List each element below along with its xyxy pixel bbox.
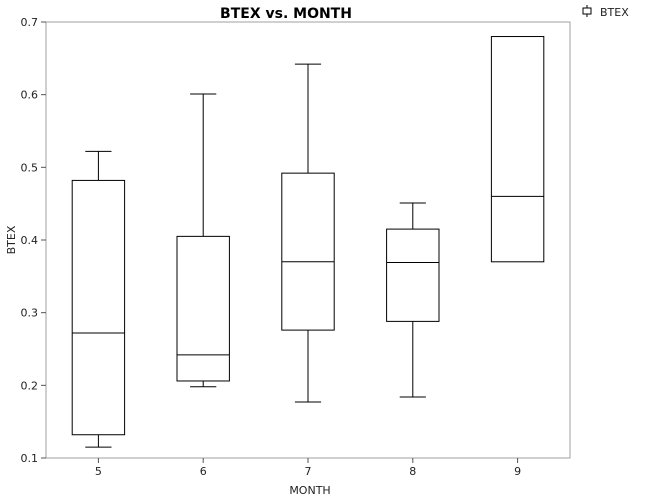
y-tick-label: 0.3 bbox=[21, 307, 39, 320]
iqr-box bbox=[490, 36, 545, 263]
box-month-6 bbox=[176, 93, 230, 388]
y-tick-label: 0.6 bbox=[21, 89, 39, 102]
x-axis: 5 6 7 8 9 bbox=[95, 458, 521, 478]
x-tick-label: 5 bbox=[95, 465, 102, 478]
x-tick-label: 7 bbox=[305, 465, 312, 478]
legend-box-icon bbox=[582, 5, 592, 17]
box-month-5 bbox=[71, 150, 126, 448]
boxes-layer bbox=[71, 36, 545, 448]
iqr-box bbox=[71, 179, 126, 436]
x-tick-label: 6 bbox=[200, 465, 207, 478]
iqr-box bbox=[386, 228, 440, 322]
x-tick-label: 8 bbox=[409, 465, 416, 478]
x-axis-label: MONTH bbox=[289, 484, 330, 497]
iqr-box bbox=[176, 235, 230, 382]
box-month-8 bbox=[386, 202, 440, 398]
y-tick-label: 0.5 bbox=[21, 161, 39, 174]
iqr-box bbox=[281, 172, 335, 331]
y-tick-label: 0.4 bbox=[21, 234, 39, 247]
y-tick-label: 0.1 bbox=[21, 452, 39, 465]
x-tick-label: 9 bbox=[514, 465, 521, 478]
y-axis: 0.1 0.2 0.3 0.4 0.5 0.6 0.7 bbox=[21, 16, 46, 465]
legend-label: BTEX bbox=[600, 6, 629, 19]
y-axis-label: BTEX bbox=[5, 225, 18, 254]
y-tick-label: 0.2 bbox=[21, 379, 39, 392]
y-tick-label: 0.7 bbox=[21, 16, 39, 29]
legend: BTEX bbox=[582, 5, 629, 19]
box-month-9 bbox=[490, 36, 545, 263]
chart-title: BTEX vs. MONTH bbox=[220, 6, 352, 22]
box-month-7 bbox=[281, 63, 335, 403]
